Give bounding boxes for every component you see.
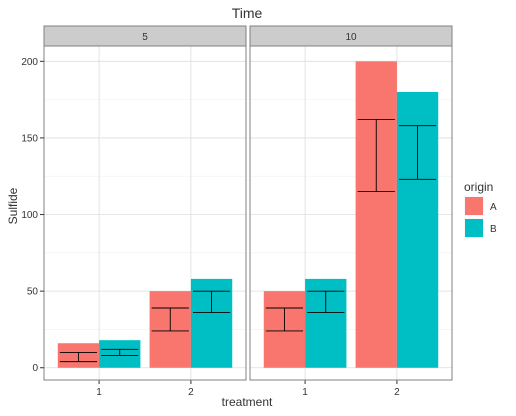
legend-title: origin: [464, 180, 493, 194]
facet-strip-label: 5: [142, 32, 148, 43]
y-tick-label: 0: [32, 363, 38, 374]
legend-label-A: A: [490, 202, 497, 213]
legend: origin AB: [463, 180, 497, 239]
legend-label-B: B: [490, 224, 497, 235]
bar-A-2: [355, 61, 397, 368]
y-tick-label: 50: [27, 287, 39, 298]
y-tick-label: 200: [21, 57, 38, 68]
y-tick-label: 150: [21, 133, 38, 144]
facet-strip-label: 10: [345, 32, 357, 43]
facet-panels: 5 1 2 10 1 2: [43, 25, 453, 398]
x-tick-label: 1: [302, 387, 308, 398]
x-tick-label: 1: [96, 387, 102, 398]
legend-swatch-A: [465, 197, 483, 215]
legend-swatch-B: [465, 219, 483, 237]
facet-panel: 5 1 2: [43, 25, 247, 398]
y-axis: 0 50 100 150 200: [21, 57, 44, 374]
panel-border: [43, 45, 247, 381]
x-axis-title: treatment: [222, 395, 273, 409]
y-tick-label: 100: [21, 210, 38, 221]
panel-border: [249, 45, 453, 381]
y-axis-title: Sulfide: [6, 187, 20, 224]
chart-title: Time: [232, 5, 263, 21]
x-tick-label: 2: [188, 387, 194, 398]
facet-panel: 10 1 2: [249, 25, 453, 398]
x-tick-label: 2: [394, 387, 400, 398]
